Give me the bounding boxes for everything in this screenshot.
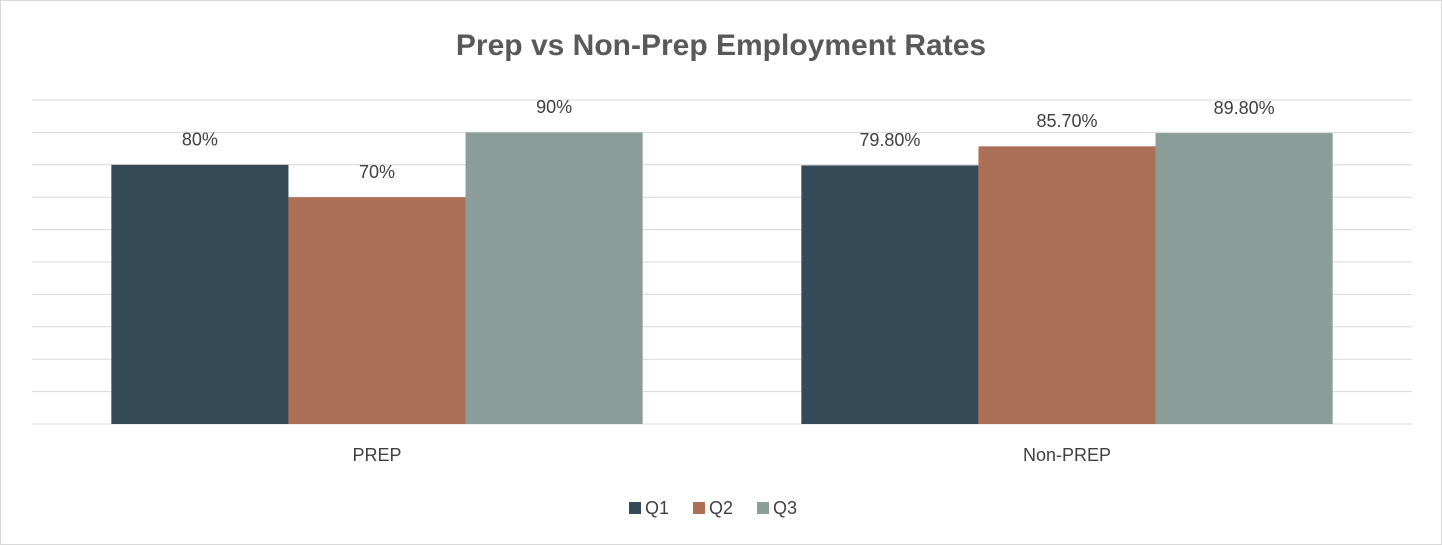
- x-tick-label: PREP: [352, 445, 401, 465]
- bar: [111, 164, 289, 425]
- x-tick-label: Non-PREP: [1023, 445, 1111, 465]
- legend-swatch: [629, 502, 641, 514]
- data-label: 80%: [182, 130, 218, 150]
- legend-swatch: [693, 502, 705, 514]
- bar: [1155, 133, 1333, 424]
- data-label: 90%: [536, 97, 572, 117]
- bar: [288, 197, 466, 424]
- data-label: 89.80%: [1214, 98, 1275, 118]
- bar: [465, 132, 643, 424]
- data-label: 85.70%: [1036, 111, 1097, 131]
- bar: [801, 165, 979, 424]
- data-label: 79.80%: [859, 130, 920, 150]
- chart-title: Prep vs Non-Prep Employment Rates: [456, 29, 986, 62]
- bar: [978, 146, 1156, 424]
- legend-label: Q3: [773, 498, 797, 518]
- legend-swatch: [757, 502, 769, 514]
- data-label: 70%: [359, 162, 395, 182]
- legend-label: Q1: [645, 498, 669, 518]
- legend-label: Q2: [709, 498, 733, 518]
